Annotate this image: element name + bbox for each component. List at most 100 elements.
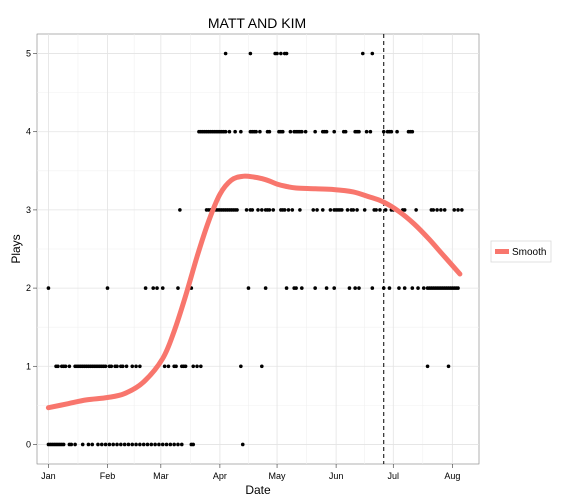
x-tick-label: Jan	[41, 471, 56, 481]
data-point	[275, 51, 279, 56]
data-point	[374, 208, 378, 212]
data-point	[153, 442, 157, 447]
data-point	[421, 286, 426, 290]
data-point	[157, 442, 161, 447]
data-point	[233, 129, 237, 134]
data-point	[160, 442, 165, 447]
data-point	[191, 364, 196, 369]
data-point	[260, 364, 264, 369]
data-point	[223, 51, 228, 56]
data-point	[254, 129, 258, 134]
y-axis-title: Plays	[9, 234, 23, 263]
data-point	[244, 208, 249, 212]
y-tick-label: 1	[26, 361, 31, 371]
minor-gridlines	[37, 34, 479, 464]
data-point	[387, 286, 392, 290]
x-tick-label: Jul	[388, 471, 400, 481]
data-point	[134, 364, 138, 369]
data-point	[282, 208, 287, 212]
data-point	[195, 364, 199, 369]
data-point	[178, 208, 182, 212]
data-point	[176, 442, 180, 447]
data-point	[456, 286, 460, 290]
data-point	[300, 129, 304, 134]
y-tick-label: 0	[26, 439, 31, 449]
data-point	[46, 286, 51, 290]
data-point	[103, 442, 108, 447]
data-point	[402, 208, 407, 212]
y-tick-label: 5	[26, 49, 31, 59]
data-point	[280, 129, 285, 134]
data-point	[86, 442, 91, 447]
data-point	[168, 442, 173, 447]
data-point	[311, 208, 316, 212]
data-point	[286, 208, 291, 212]
x-axis: Jan Feb Mar Apr May Jun Jul Aug	[41, 464, 460, 481]
data-point	[328, 208, 333, 212]
data-point	[250, 208, 255, 212]
data-point	[126, 442, 131, 447]
data-point	[368, 129, 373, 134]
data-point	[460, 208, 464, 212]
data-point	[340, 208, 344, 212]
data-point	[151, 286, 156, 290]
data-point	[56, 364, 60, 369]
data-point	[138, 442, 142, 447]
data-point	[115, 364, 119, 369]
data-point	[364, 129, 369, 134]
data-point	[176, 286, 180, 290]
data-point	[227, 129, 232, 134]
data-point	[96, 442, 100, 447]
data-point	[191, 442, 196, 447]
data-point	[160, 286, 165, 290]
data-point	[389, 129, 394, 134]
data-point	[267, 129, 272, 134]
data-point	[73, 442, 77, 447]
data-point	[378, 208, 382, 212]
data-point	[332, 129, 337, 134]
x-tick-label: Apr	[213, 471, 227, 481]
smooth-curve	[45, 173, 463, 411]
data-point	[345, 208, 350, 212]
data-point	[141, 442, 146, 447]
data-point	[239, 364, 243, 369]
data-point	[258, 129, 262, 134]
data-point	[425, 364, 430, 369]
data-point	[107, 442, 112, 447]
data-point	[130, 364, 135, 369]
data-point	[162, 364, 167, 369]
x-tick-label: Aug	[444, 471, 460, 481]
data-point	[122, 442, 127, 447]
data-point	[99, 442, 104, 447]
smooth-curve-layer	[45, 173, 463, 411]
data-point	[138, 364, 142, 369]
data-point	[267, 208, 272, 212]
data-point	[183, 364, 188, 369]
y-tick-label: 2	[26, 283, 31, 293]
data-point	[69, 442, 74, 447]
data-point	[239, 129, 243, 134]
data-point	[223, 129, 228, 134]
legend-box	[490, 240, 552, 263]
data-point	[383, 208, 388, 212]
data-point	[395, 129, 399, 134]
data-point	[143, 286, 148, 290]
data-point	[315, 208, 319, 212]
legend: Smooth	[490, 240, 552, 263]
data-point	[324, 286, 329, 290]
data-point	[362, 208, 367, 212]
data-point	[313, 129, 317, 134]
data-point	[332, 286, 337, 290]
data-point	[119, 442, 123, 447]
chart-title: MATT AND KIM	[208, 15, 306, 31]
data-point	[155, 286, 159, 290]
data-point	[381, 129, 386, 134]
data-point	[124, 364, 129, 369]
data-point	[294, 286, 298, 290]
data-point	[166, 364, 171, 369]
data-point	[63, 364, 68, 369]
data-point	[240, 442, 245, 447]
data-point	[263, 286, 268, 290]
x-tick-label: Mar	[153, 471, 169, 481]
